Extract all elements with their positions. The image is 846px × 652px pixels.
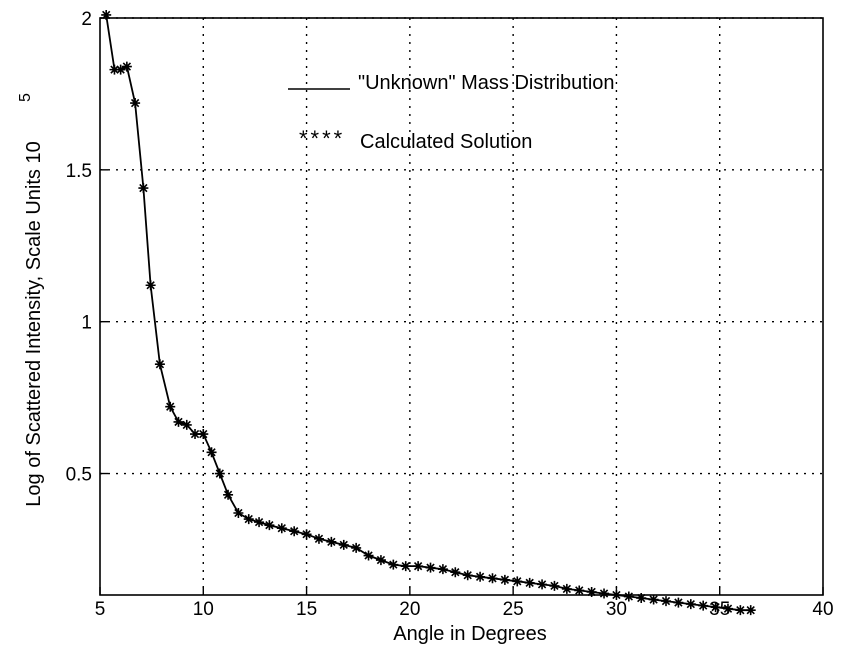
calculated-solution-point [512, 576, 523, 587]
calculated-solution-point [233, 508, 244, 519]
calculated-solution-point [599, 588, 610, 599]
y-tick-label: 0.5 [66, 465, 92, 486]
legend-marker-label: Calculated Solution [360, 131, 532, 153]
calculated-solution-point [206, 447, 217, 458]
calculated-solution-point [636, 593, 647, 604]
calculated-solution-point [181, 419, 192, 430]
calculated-solution-point [710, 602, 721, 613]
calculated-solution-point [289, 526, 300, 537]
x-tick-label: 15 [296, 599, 317, 620]
calculated-solution-point [413, 561, 424, 572]
calculated-solution-point [223, 489, 234, 500]
series-layer [101, 9, 756, 616]
x-tick-label: 25 [503, 599, 524, 620]
calculated-solution-point [301, 529, 312, 540]
calculated-solution-point [264, 520, 275, 531]
calculated-solution-point [145, 280, 156, 291]
y-axis-label: Log of Scattered Intensity, Scale Units … [23, 141, 45, 506]
x-axis-ticks: 5 10 15 20 25 30 35 40 [95, 587, 834, 620]
calculated-solution-point [661, 596, 672, 607]
calculated-solution-point [351, 542, 362, 553]
calculated-solution-point [475, 571, 486, 582]
x-tick-label: 5 [95, 599, 106, 620]
calculated-solution-point [745, 605, 756, 616]
calculated-solution-point [462, 570, 473, 581]
calculated-solution-point [254, 517, 265, 528]
y-axis-label-exponent: 5 [17, 93, 34, 102]
calculated-solution-point [561, 583, 572, 594]
y-axis-label-group: Log of Scattered Intensity, Scale Units … [17, 93, 45, 507]
legend-marker-swatch: **** [299, 126, 345, 151]
calculated-solution-point [121, 61, 132, 72]
calculated-solution-point [437, 564, 448, 575]
calculated-solution-point [115, 64, 126, 75]
calculated-solution-point [313, 533, 324, 544]
calculated-solution-point [698, 600, 709, 611]
calculated-solution-point [375, 555, 386, 566]
calculated-solution-point [109, 64, 120, 75]
grid [100, 17, 823, 595]
y-tick-label: 1 [81, 313, 92, 334]
calculated-solution-point [101, 9, 112, 20]
plot-frame [99, 17, 824, 596]
calculated-solution-point [173, 416, 184, 427]
calculated-solution-point [685, 599, 696, 610]
x-tick-label: 30 [606, 599, 627, 620]
calculated-solution-point [190, 429, 201, 440]
calculated-solution-point [425, 562, 436, 573]
calculated-solution-point [363, 550, 374, 561]
calculated-solution-point [276, 523, 287, 534]
x-tick-label: 40 [812, 599, 833, 620]
x-tick-label: 20 [399, 599, 420, 620]
calculated-solution-point [450, 567, 461, 578]
calculated-solution-point [326, 536, 337, 547]
series-line-unknown-mass-distribution [105, 14, 751, 612]
calculated-solution-point [586, 586, 597, 597]
calculated-solution-point [198, 429, 209, 440]
calculated-solution-point [154, 359, 165, 370]
legend: "Unknown" Mass Distribution **** Calcula… [288, 72, 615, 153]
y-tick-label: 2 [81, 9, 92, 30]
calculated-solution-point [735, 605, 746, 616]
calculated-solution-point [338, 539, 349, 550]
calculated-solution-point [388, 559, 399, 570]
calculated-solution-point [130, 98, 141, 109]
y-axis-ticks: 0.5 1 1.5 2 [66, 9, 108, 486]
x-tick-label: 35 [709, 599, 730, 620]
calculated-solution-point [524, 577, 535, 588]
calculated-solution-point [499, 574, 510, 585]
calculated-solution-point [165, 401, 176, 412]
calculated-solution-point [138, 183, 149, 194]
calculated-solution-point [574, 585, 585, 596]
calculated-solution-point [487, 573, 498, 584]
calculated-solution-point [722, 603, 733, 614]
calculated-solution-point [673, 597, 684, 608]
calculated-solution-point [400, 561, 411, 572]
calculated-solution-point [214, 468, 225, 479]
legend-line-label: "Unknown" Mass Distribution [358, 72, 615, 94]
calculated-solution-point [549, 580, 560, 591]
calculated-solution-point [537, 579, 548, 590]
calculated-solution-point [611, 590, 622, 600]
calculated-solution-point [648, 594, 659, 605]
calculated-solution-point [623, 591, 634, 602]
y-tick-label: 1.5 [66, 161, 92, 182]
x-tick-label: 10 [193, 599, 214, 620]
calculated-solution-point [243, 514, 254, 525]
x-axis-label: Angle in Degrees [393, 623, 546, 645]
